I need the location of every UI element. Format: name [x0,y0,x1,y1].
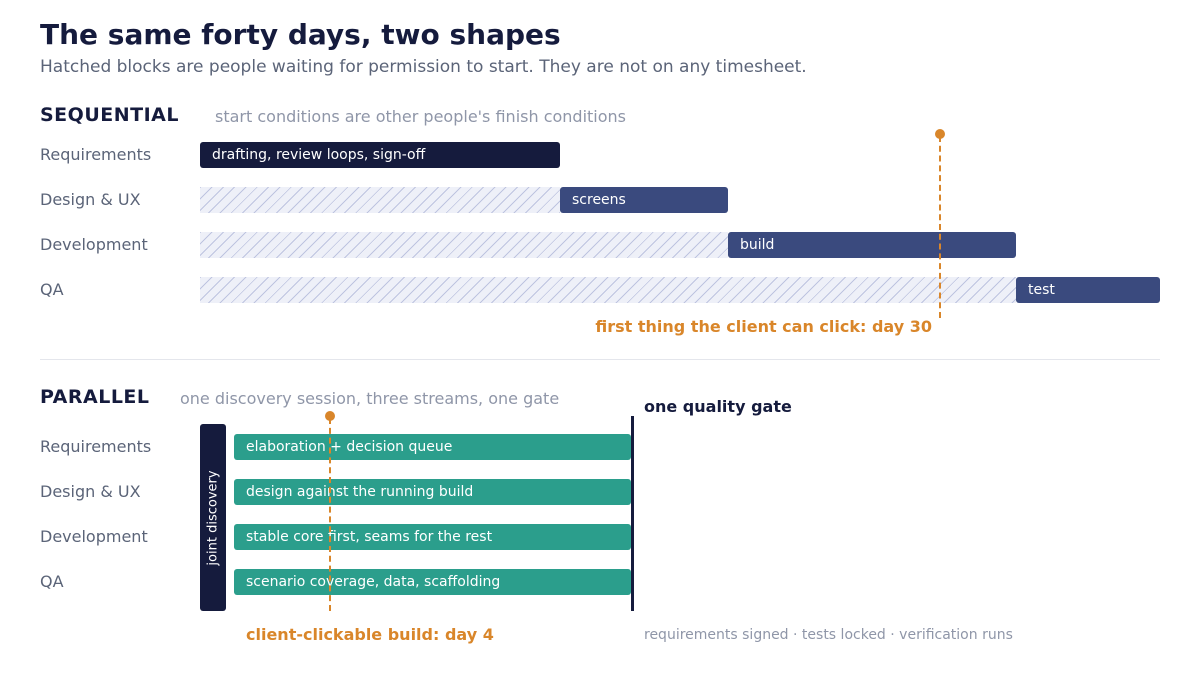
waiting-block-design [200,187,560,213]
sequential-bar-qa: test [1016,277,1160,303]
parallel-bar-qa: scenario coverage, data, scaffolding [234,569,631,595]
parallel-row-label-design: Design & UX [40,482,141,501]
parallel-row-label-qa: QA [40,572,64,591]
sequential-row-label-design: Design & UX [40,190,141,209]
sequential-bar-development: build [728,232,1016,258]
sequential-bar-requirements: drafting, review loops, sign-off [200,142,560,168]
sequential-marker-line [939,136,941,318]
parallel-note: one discovery session, three streams, on… [180,389,560,408]
quality-gate-label: one quality gate [644,397,792,416]
quality-gate-line [631,416,634,611]
parallel-row-label-development: Development [40,527,148,546]
section-divider [40,359,1160,360]
parallel-marker-dot [325,411,335,421]
sequential-note: start conditions are other people's fini… [215,107,627,126]
parallel-heading: PARALLEL [40,386,150,408]
sequential-row-label-qa: QA [40,280,64,299]
parallel-marker-label: client-clickable build: day 4 [246,625,494,644]
joint-discovery-label: joint discovery [205,469,221,566]
sequential-row-label-development: Development [40,235,148,254]
sequential-heading: SEQUENTIAL [40,104,179,126]
parallel-bar-requirements: elaboration + decision queue [234,434,631,460]
parallel-marker-line [329,418,331,611]
parallel-bar-development: stable core first, seams for the rest [234,524,631,550]
sequential-marker-label: first thing the client can click: day 30 [595,317,932,336]
sequential-row-label-requirements: Requirements [40,145,152,164]
parallel-bar-design: design against the running build [234,479,631,505]
sequential-marker-dot [935,129,945,139]
parallel-row-label-requirements: Requirements [40,437,152,456]
sequential-bar-design: screens [560,187,728,213]
waiting-block-development [200,232,728,258]
joint-discovery-block: joint discovery [200,424,226,611]
page-title: The same forty days, two shapes [40,18,561,51]
quality-gate-note: requirements signed · tests locked · ver… [644,627,1013,643]
page-subtitle: Hatched blocks are people waiting for pe… [40,57,807,77]
waiting-block-qa [200,277,1016,303]
